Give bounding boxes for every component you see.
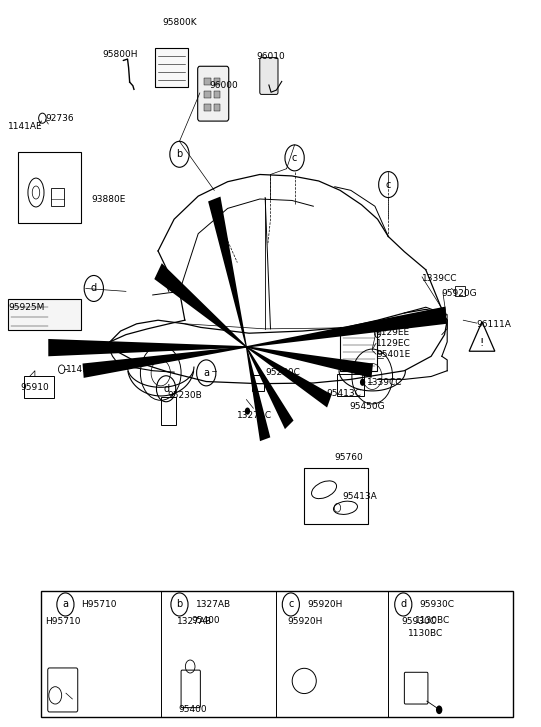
- Text: 1339CC: 1339CC: [421, 274, 457, 283]
- Bar: [204, 78, 210, 85]
- Text: 95930C: 95930C: [419, 600, 454, 609]
- Circle shape: [436, 705, 443, 714]
- Text: !: !: [480, 338, 484, 348]
- Polygon shape: [48, 339, 246, 356]
- Bar: [340, 327, 377, 371]
- Text: 1339CC: 1339CC: [367, 378, 403, 387]
- Bar: [252, 375, 264, 391]
- Polygon shape: [246, 346, 332, 408]
- Text: a: a: [203, 368, 209, 378]
- Circle shape: [255, 397, 259, 403]
- Bar: [214, 78, 220, 85]
- Text: 95925M: 95925M: [8, 303, 44, 313]
- Text: b: b: [176, 149, 183, 159]
- Text: 95800K: 95800K: [162, 18, 197, 28]
- Bar: [214, 91, 220, 98]
- Text: 1141AE: 1141AE: [8, 122, 43, 132]
- Text: 95401E: 95401E: [376, 350, 410, 358]
- Polygon shape: [246, 347, 270, 441]
- Circle shape: [360, 379, 365, 386]
- Bar: [214, 104, 220, 111]
- Text: 95413C: 95413C: [326, 389, 361, 398]
- Polygon shape: [246, 347, 294, 429]
- Text: b: b: [176, 600, 183, 609]
- Text: c: c: [292, 153, 298, 163]
- Polygon shape: [246, 307, 447, 348]
- Text: 1327AB: 1327AB: [177, 617, 212, 626]
- Text: 1129EE: 1129EE: [376, 328, 410, 337]
- Text: d: d: [163, 384, 169, 394]
- Text: H95710: H95710: [45, 617, 81, 626]
- Polygon shape: [154, 263, 247, 348]
- Bar: [161, 398, 176, 425]
- Text: 95920G: 95920G: [442, 289, 478, 298]
- Bar: [51, 188, 64, 206]
- Bar: [338, 374, 364, 396]
- Text: 92736: 92736: [45, 113, 74, 123]
- Bar: [41, 591, 512, 717]
- Bar: [24, 377, 54, 398]
- Text: 95400: 95400: [179, 705, 207, 715]
- Polygon shape: [246, 346, 373, 378]
- Bar: [204, 104, 210, 111]
- Text: 95920H: 95920H: [307, 600, 342, 609]
- Text: 95910: 95910: [21, 383, 49, 392]
- Polygon shape: [208, 196, 247, 347]
- Text: H95710: H95710: [82, 600, 117, 609]
- Text: a: a: [62, 600, 68, 609]
- FancyBboxPatch shape: [197, 66, 229, 121]
- Text: 96111A: 96111A: [477, 320, 512, 329]
- Text: 95450G: 95450G: [349, 402, 385, 411]
- Text: 95760: 95760: [335, 453, 364, 462]
- Text: 95400: 95400: [192, 616, 220, 624]
- Text: c: c: [386, 180, 391, 190]
- Text: 96010: 96010: [256, 52, 285, 61]
- Text: 95413A: 95413A: [343, 492, 378, 502]
- Text: 95800H: 95800H: [103, 50, 138, 59]
- Bar: [204, 91, 210, 98]
- Text: 93880E: 93880E: [91, 195, 126, 204]
- Bar: [8, 299, 82, 330]
- Circle shape: [245, 408, 250, 414]
- Bar: [155, 47, 188, 87]
- Text: 1130BC: 1130BC: [408, 629, 444, 638]
- Text: 1141AE: 1141AE: [66, 365, 101, 374]
- Text: 1327AC: 1327AC: [237, 411, 272, 420]
- FancyBboxPatch shape: [260, 57, 278, 95]
- Text: d: d: [91, 284, 97, 294]
- Text: 95920H: 95920H: [287, 617, 322, 626]
- Text: 1130BC: 1130BC: [415, 616, 450, 624]
- Bar: [18, 152, 81, 222]
- Text: 96000: 96000: [209, 81, 237, 90]
- Bar: [304, 468, 368, 524]
- Bar: [455, 286, 465, 297]
- Text: 95930C: 95930C: [402, 617, 437, 626]
- Text: 1129EC: 1129EC: [376, 339, 411, 348]
- Text: 95230B: 95230B: [168, 391, 202, 401]
- Text: 1327AB: 1327AB: [195, 600, 230, 609]
- Text: 95250C: 95250C: [265, 369, 300, 377]
- Polygon shape: [83, 346, 247, 378]
- Text: c: c: [288, 600, 294, 609]
- Text: d: d: [400, 600, 406, 609]
